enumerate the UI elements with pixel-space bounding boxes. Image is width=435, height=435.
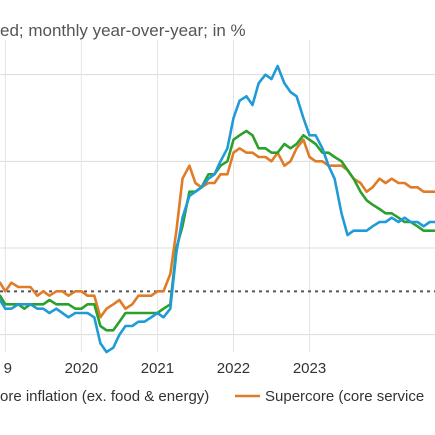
vertical-gridlines [4,40,311,352]
x-tick-label: 2022 [217,360,250,377]
series-line-0 [0,64,435,354]
series-lines [0,64,435,354]
legend: ore inflation (ex. food & energy) Superco… [0,388,424,405]
series-line-2 [0,138,435,319]
x-tick-label: 2021 [141,360,174,377]
chart-subtitle: ed; monthly year-over-year; in % [0,21,246,40]
gridlines [0,74,435,336]
x-tick-label: 2020 [65,360,98,377]
x-tick-label: 9 [4,360,12,377]
legend-label-supercore: Supercore (core service [265,388,424,405]
x-tick-label: 2023 [293,360,326,377]
legend-label-core: ore inflation (ex. food & energy) [0,388,209,405]
x-axis-tick-labels: 9 2020 2021 2022 2023 [4,360,327,377]
